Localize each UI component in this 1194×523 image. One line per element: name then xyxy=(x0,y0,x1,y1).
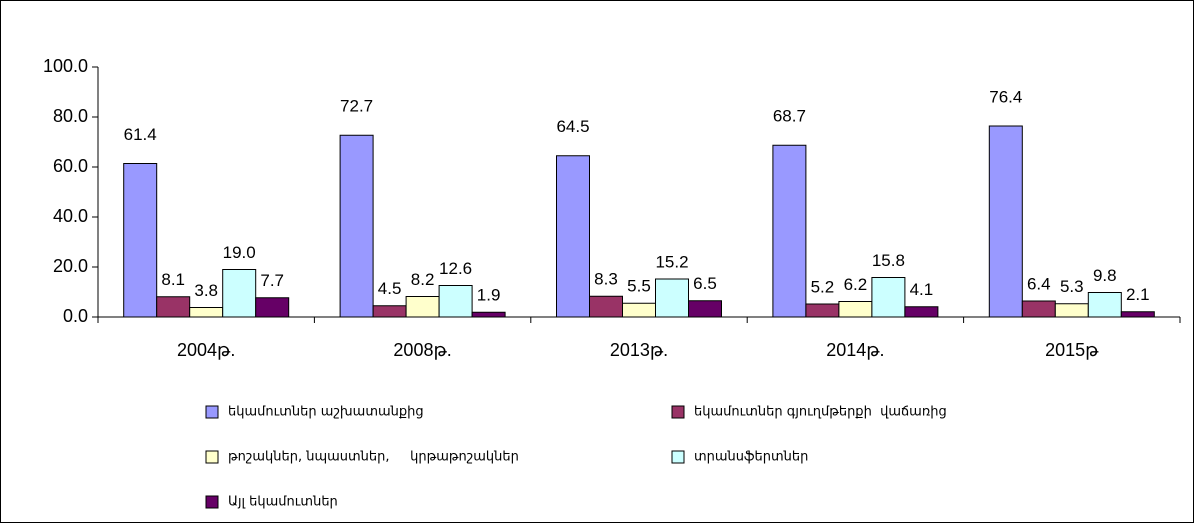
value-label: 9.8 xyxy=(1093,266,1117,285)
value-label: 8.2 xyxy=(411,270,435,289)
bar xyxy=(156,296,191,318)
bar xyxy=(1120,311,1155,318)
y-tick-label: 80.0 xyxy=(53,106,88,126)
bar xyxy=(772,144,807,318)
bar xyxy=(405,296,440,318)
value-label: 76.4 xyxy=(989,87,1022,106)
bar xyxy=(438,285,473,318)
value-label: 72.7 xyxy=(340,97,373,116)
bar xyxy=(556,155,590,318)
x-tick-label: 2013թ. xyxy=(610,340,668,360)
y-tick-label: 40.0 xyxy=(53,206,88,226)
value-label: 61.4 xyxy=(124,125,157,144)
value-label: 64.5 xyxy=(556,117,589,136)
value-label: 68.7 xyxy=(773,107,806,126)
value-label: 5.2 xyxy=(811,277,835,296)
bar xyxy=(1054,303,1089,318)
bar xyxy=(622,302,656,318)
value-label: 12.6 xyxy=(439,259,472,278)
legend-swatch xyxy=(205,450,219,464)
bar xyxy=(123,163,158,318)
bar xyxy=(688,300,722,318)
bar xyxy=(1087,292,1122,318)
x-tick-label: 2015թ xyxy=(1045,340,1099,360)
bar xyxy=(255,297,290,318)
bar xyxy=(339,134,374,318)
value-label: 7.7 xyxy=(260,271,284,290)
bar xyxy=(589,295,623,318)
bar xyxy=(871,277,906,318)
bar xyxy=(988,125,1023,318)
bar xyxy=(838,301,873,318)
legend-label: տրանսֆերտներ xyxy=(694,450,808,465)
y-tick-label: 100.0 xyxy=(43,56,88,76)
value-label: 4.5 xyxy=(378,279,402,298)
legend-swatch xyxy=(205,495,219,509)
legend-swatch xyxy=(671,405,685,419)
legend-swatch xyxy=(205,405,219,419)
legend-label: Այլ եկամուտներ xyxy=(228,495,338,510)
value-label: 2.1 xyxy=(1126,285,1150,304)
value-label: 15.2 xyxy=(655,252,688,271)
legend-label: թոշակներ, նպաստներ, կրթաթոշակներ xyxy=(228,450,519,465)
value-label: 5.3 xyxy=(1060,277,1084,296)
bar xyxy=(805,303,840,318)
x-tick-label: 2008թ. xyxy=(393,340,451,360)
x-tick-label: 2014թ. xyxy=(826,340,884,360)
bar xyxy=(655,278,689,318)
value-label: 4.1 xyxy=(910,280,934,299)
value-label: 19.0 xyxy=(223,243,256,262)
bar xyxy=(189,307,224,318)
value-label: 8.3 xyxy=(594,270,618,289)
bar xyxy=(1021,300,1056,318)
legend-swatch xyxy=(671,450,685,464)
value-label: 5.5 xyxy=(627,277,651,296)
value-label: 3.8 xyxy=(194,281,218,300)
bar xyxy=(372,305,407,318)
value-label: 8.1 xyxy=(161,270,185,289)
bar xyxy=(904,306,939,318)
value-label: 6.2 xyxy=(844,275,868,294)
bar xyxy=(471,311,506,318)
value-label: 15.8 xyxy=(872,251,905,270)
x-tick-label: 2004թ. xyxy=(177,340,235,360)
y-tick-label: 0.0 xyxy=(63,306,88,326)
bar xyxy=(222,269,257,318)
legend-label: եկամուտներ գյուղմթերքի վաճառից xyxy=(694,405,947,420)
y-tick-label: 20.0 xyxy=(53,256,88,276)
value-label: 1.9 xyxy=(477,286,501,305)
value-label: 6.5 xyxy=(693,274,717,293)
value-label: 6.4 xyxy=(1027,274,1051,293)
legend-label: եկամուտներ աշխատանքից xyxy=(228,405,424,420)
y-tick-label: 60.0 xyxy=(53,156,88,176)
